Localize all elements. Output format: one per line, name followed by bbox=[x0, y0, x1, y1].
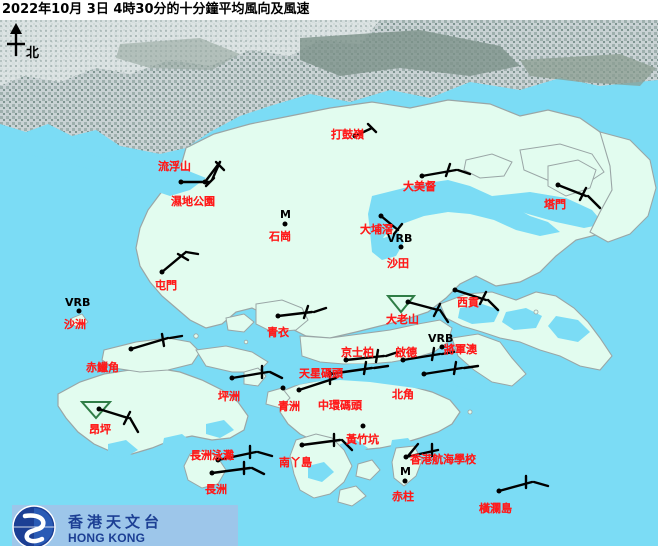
station-label-central-pier: 中環碼頭 bbox=[318, 399, 362, 412]
station-dot-lau-fau-shan[interactable] bbox=[178, 179, 184, 185]
map-basemap bbox=[0, 20, 658, 546]
hko-emblem-icon bbox=[12, 505, 56, 546]
station-dot-lamma-island[interactable] bbox=[299, 442, 305, 448]
station-dot-ta-kwu-ling[interactable] bbox=[352, 133, 358, 139]
station-dot-green-island[interactable] bbox=[280, 385, 286, 391]
station-dot-shek-kong[interactable] bbox=[282, 221, 288, 227]
station-label-tuen-mun: 屯門 bbox=[155, 279, 177, 292]
station-label-ngong-ping: 昂坪 bbox=[89, 423, 111, 436]
station-label-lamma-island: 南丫島 bbox=[279, 456, 312, 469]
station-label-hk-sea-school: 香港航海學校 bbox=[410, 453, 476, 466]
logo-name-en: HONG KONG OBSERVATORY bbox=[68, 531, 160, 546]
station-dot-wetland-park[interactable] bbox=[202, 179, 208, 185]
variable-wind-flag-sha-chau: VRB bbox=[65, 296, 91, 309]
station-dot-sha-chau[interactable] bbox=[76, 308, 82, 314]
variable-wind-flag-tseung-kwan-o: VRB bbox=[428, 332, 454, 345]
calm-flag-stanley: M bbox=[400, 465, 411, 478]
station-dot-star-ferry[interactable] bbox=[327, 371, 333, 377]
station-label-north-point: 北角 bbox=[392, 388, 414, 401]
station-dot-cheung-chau[interactable] bbox=[209, 470, 215, 476]
station-label-tai-mei-tuk: 大美督 bbox=[403, 180, 436, 193]
station-dot-sai-kung[interactable] bbox=[452, 287, 458, 293]
station-label-green-island: 青洲 bbox=[278, 400, 300, 413]
station-label-waglan-island: 橫瀾島 bbox=[479, 502, 512, 515]
station-dot-tai-mei-tuk[interactable] bbox=[419, 173, 425, 179]
page-title: 2022年10月 3日 4時30分的十分鐘平均風向及風速 bbox=[0, 0, 658, 20]
station-label-chek-lap-kok: 赤鱲角 bbox=[86, 361, 119, 374]
station-label-sha-chau: 沙洲 bbox=[64, 318, 86, 331]
chek-lap-kok-airport bbox=[101, 337, 201, 373]
station-label-kings-park: 京士柏 bbox=[341, 346, 374, 359]
station-dot-kai-tak[interactable] bbox=[400, 357, 406, 363]
victoria-harbour bbox=[290, 358, 470, 390]
station-label-tseung-kwan-o: 將軍澳 bbox=[444, 343, 477, 356]
station-dot-tap-mun[interactable] bbox=[555, 182, 561, 188]
station-label-stanley: 赤柱 bbox=[392, 490, 414, 503]
station-label-shek-kong: 石崗 bbox=[269, 230, 291, 243]
station-label-tap-mun: 塔門 bbox=[544, 198, 566, 211]
map-canvas[interactable]: 打鼓嶺流浮山濕地公園石崗 M 大美督塔門大埔滘沙田 VRB 屯門西貢大老山 沙洲 VRB 青衣… bbox=[0, 20, 658, 546]
tolo-harbour bbox=[368, 180, 560, 246]
station-dot-tsing-yi[interactable] bbox=[275, 313, 281, 319]
station-label-sai-kung: 西貢 bbox=[457, 296, 479, 309]
station-dot-ngong-ping[interactable] bbox=[96, 406, 102, 412]
variable-wind-flag-sha-tin: VRB bbox=[387, 232, 413, 245]
station-dot-tuen-mun[interactable] bbox=[159, 269, 165, 275]
station-dot-hk-sea-school[interactable] bbox=[403, 454, 409, 460]
wind-barb-layer bbox=[129, 122, 602, 493]
station-dot-chek-lap-kok[interactable] bbox=[128, 346, 134, 352]
station-dot-central-pier[interactable] bbox=[296, 387, 302, 393]
station-label-star-ferry: 天星碼頭 bbox=[299, 367, 343, 380]
station-label-tai-po-kau: 大埔滘 bbox=[360, 223, 393, 236]
station-label-kai-tak: 啟德 bbox=[395, 346, 417, 359]
logo-name-cn: 香港天文台 bbox=[68, 513, 164, 531]
station-label-tsing-yi: 青衣 bbox=[267, 326, 289, 339]
station-dot-north-point[interactable] bbox=[421, 371, 427, 377]
station-dot-tai-po-kau[interactable] bbox=[378, 213, 384, 219]
hko-logo: 香港天文台 HONG KONG OBSERVATORY bbox=[12, 505, 238, 546]
station-dot-sha-tin[interactable] bbox=[398, 244, 404, 250]
calm-flag-shek-kong: M bbox=[280, 208, 291, 221]
station-label-wetland-park: 濕地公園 bbox=[171, 195, 215, 208]
station-label-tate-cairn: 大老山 bbox=[386, 313, 419, 326]
north-arrow-icon bbox=[7, 23, 25, 56]
station-label-sha-tin: 沙田 bbox=[387, 257, 409, 270]
station-label-cheung-chau: 長洲 bbox=[205, 483, 227, 496]
station-label-wong-chuk-hang: 黃竹坑 bbox=[346, 433, 379, 446]
station-dot-tate-cairn[interactable] bbox=[405, 299, 411, 305]
station-dot-cheung-chau-beach[interactable] bbox=[215, 457, 221, 463]
station-label-cheung-chau-beach: 長洲泳灘 bbox=[190, 449, 234, 462]
station-label-lau-fau-shan: 流浮山 bbox=[158, 160, 191, 173]
station-label-peng-chau: 坪洲 bbox=[218, 390, 240, 403]
station-dot-wong-chuk-hang[interactable] bbox=[360, 423, 366, 429]
station-dot-waglan-island[interactable] bbox=[496, 488, 502, 494]
station-dot-tseung-kwan-o[interactable] bbox=[439, 344, 445, 350]
north-label: 北 bbox=[26, 46, 40, 61]
station-label-ta-kwu-ling: 打鼓嶺 bbox=[331, 128, 364, 141]
station-dot-kings-park[interactable] bbox=[343, 357, 349, 363]
station-dot-peng-chau[interactable] bbox=[229, 375, 235, 381]
station-dot-stanley[interactable] bbox=[402, 478, 408, 484]
